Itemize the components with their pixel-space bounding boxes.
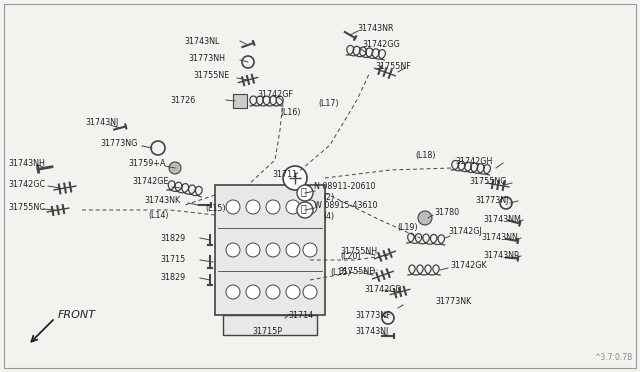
Text: 31755NG: 31755NG	[469, 176, 506, 186]
Text: 31773NF: 31773NF	[355, 311, 390, 321]
Text: W 08915-43610: W 08915-43610	[314, 201, 378, 209]
Text: 31743NL: 31743NL	[184, 36, 220, 45]
Text: 31726: 31726	[170, 96, 195, 105]
Text: 31755NH: 31755NH	[340, 247, 377, 256]
Circle shape	[303, 285, 317, 299]
Circle shape	[283, 166, 307, 190]
Text: 31743NK: 31743NK	[144, 196, 180, 205]
Text: 31742GD: 31742GD	[364, 285, 402, 294]
Text: 31743NN: 31743NN	[481, 232, 518, 241]
Text: (L19): (L19)	[397, 222, 418, 231]
Text: 31742GK: 31742GK	[450, 260, 486, 269]
Circle shape	[303, 200, 317, 214]
Text: Ⓝ: Ⓝ	[300, 186, 306, 196]
Text: 31773NG: 31773NG	[100, 138, 138, 148]
Circle shape	[286, 243, 300, 257]
Text: FRONT: FRONT	[58, 310, 96, 320]
Text: (L14): (L14)	[148, 211, 168, 219]
Text: 31714: 31714	[288, 311, 313, 320]
Text: N 08911-20610: N 08911-20610	[314, 182, 376, 190]
Text: 31829: 31829	[160, 234, 185, 243]
Text: 31743NM: 31743NM	[483, 215, 521, 224]
Text: 31743NJ: 31743NJ	[355, 327, 388, 337]
Text: 31773NJ: 31773NJ	[475, 196, 508, 205]
Text: 31742GJ: 31742GJ	[448, 227, 482, 235]
Text: Ⓦ: Ⓦ	[300, 203, 306, 213]
Circle shape	[246, 285, 260, 299]
Text: 31759+A: 31759+A	[128, 158, 166, 167]
FancyBboxPatch shape	[4, 4, 636, 368]
Text: (2): (2)	[323, 192, 334, 202]
Text: 31743NJ: 31743NJ	[85, 118, 118, 126]
Text: (L15): (L15)	[205, 203, 226, 212]
Circle shape	[246, 243, 260, 257]
Text: 31829: 31829	[160, 273, 185, 282]
Text: (L18): (L18)	[415, 151, 435, 160]
Circle shape	[266, 243, 280, 257]
Text: 31755NC: 31755NC	[8, 202, 45, 212]
Circle shape	[286, 200, 300, 214]
Text: 31715P: 31715P	[252, 327, 282, 337]
Text: 31742GE: 31742GE	[132, 176, 168, 186]
Text: (4): (4)	[323, 212, 334, 221]
Circle shape	[266, 285, 280, 299]
Text: (L20): (L20)	[340, 253, 360, 262]
Bar	[233, 94, 247, 108]
Text: 31755ND: 31755ND	[338, 266, 376, 276]
Text: (L17): (L17)	[318, 99, 339, 108]
Text: 31755NE: 31755NE	[193, 71, 229, 80]
Text: 31742GG: 31742GG	[362, 39, 400, 48]
Circle shape	[226, 200, 240, 214]
Text: 31711: 31711	[272, 170, 297, 179]
Circle shape	[303, 243, 317, 257]
Text: ^3.7:0.7B: ^3.7:0.7B	[594, 353, 632, 362]
Circle shape	[297, 185, 313, 201]
Text: 31742GF: 31742GF	[257, 90, 293, 99]
Circle shape	[226, 243, 240, 257]
Text: (L16): (L16)	[280, 108, 301, 116]
Text: 31743NH: 31743NH	[8, 158, 45, 167]
Circle shape	[246, 200, 260, 214]
Circle shape	[418, 211, 432, 225]
Circle shape	[169, 162, 181, 174]
Circle shape	[286, 285, 300, 299]
Text: 31743NR: 31743NR	[357, 23, 394, 32]
Text: 31773NH: 31773NH	[188, 54, 225, 62]
Text: 31755NF: 31755NF	[375, 61, 411, 71]
Text: (L15): (L15)	[330, 267, 351, 276]
Circle shape	[266, 200, 280, 214]
Text: 31780: 31780	[434, 208, 459, 217]
Circle shape	[226, 285, 240, 299]
Text: 31742GH: 31742GH	[455, 157, 492, 166]
Text: 31743NP: 31743NP	[483, 251, 519, 260]
Circle shape	[297, 202, 313, 218]
Text: 31715: 31715	[160, 256, 185, 264]
Text: 31773NK: 31773NK	[435, 298, 471, 307]
Bar	[215, 185, 325, 315]
Bar	[223, 315, 317, 335]
Text: 31742GC: 31742GC	[8, 180, 45, 189]
